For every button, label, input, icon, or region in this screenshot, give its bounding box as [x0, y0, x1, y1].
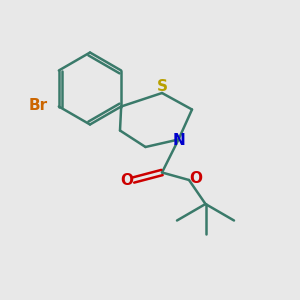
- Text: O: O: [189, 171, 202, 186]
- Text: O: O: [120, 173, 134, 188]
- Text: N: N: [173, 133, 186, 148]
- Text: S: S: [157, 79, 168, 94]
- Text: Br: Br: [28, 98, 47, 112]
